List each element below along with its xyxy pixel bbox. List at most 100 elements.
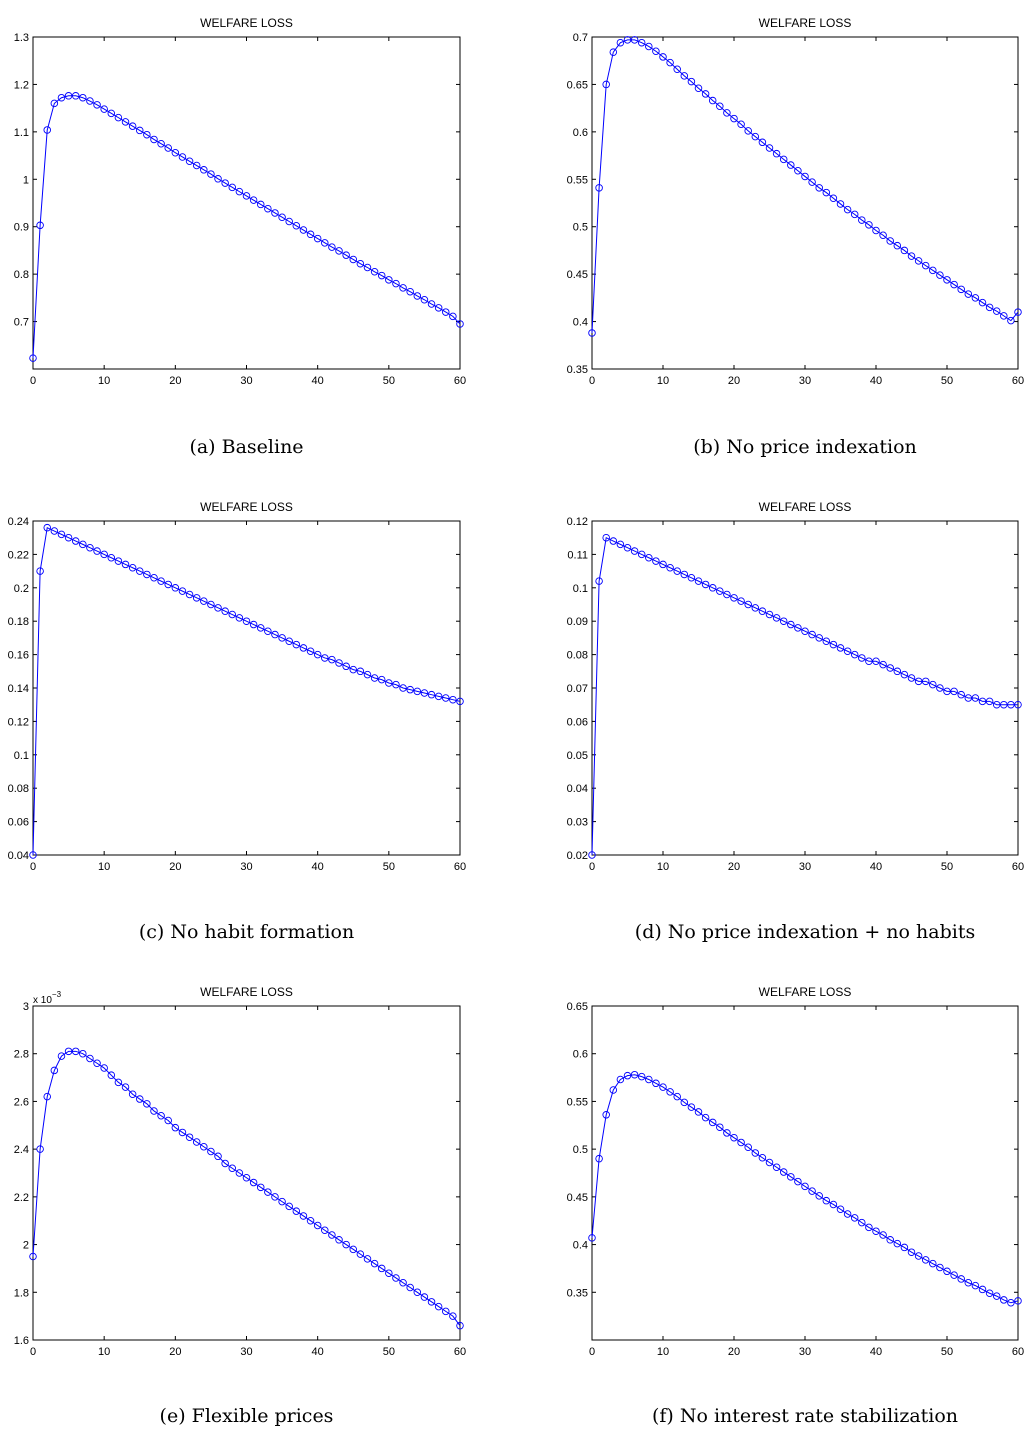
data-point	[595, 184, 603, 192]
data-point	[794, 1177, 802, 1186]
y-tick-label: 0.1	[14, 750, 29, 762]
data-point	[843, 205, 852, 214]
data-point	[79, 540, 87, 549]
data-point	[107, 553, 116, 562]
x-tick-label: 60	[1012, 861, 1024, 873]
data-point	[673, 567, 681, 575]
subfigure-caption-a: (a) Baseline	[189, 436, 303, 458]
data-point	[214, 175, 222, 183]
x-tick-label: 30	[799, 375, 811, 387]
y-tick-label: 0.5	[573, 222, 588, 234]
data-point	[370, 674, 379, 682]
y-tick-label: 0.65	[567, 1001, 588, 1013]
data-point	[449, 695, 457, 704]
data-point	[716, 587, 724, 595]
data-point	[171, 1123, 180, 1132]
y-tick-label: 0.65	[567, 79, 588, 91]
plot-frame	[32, 520, 461, 856]
data-point	[588, 851, 596, 859]
data-point	[100, 550, 108, 559]
data-point	[413, 292, 422, 300]
data-point	[1014, 308, 1022, 316]
data-point	[328, 655, 336, 664]
x-tick-label: 30	[799, 1346, 811, 1358]
x-tick-label: 20	[169, 1346, 181, 1358]
data-point	[893, 241, 902, 250]
data-point	[420, 689, 429, 697]
data-point	[815, 1192, 823, 1200]
data-point	[214, 1152, 222, 1161]
data-point	[249, 196, 258, 204]
data-point	[321, 654, 329, 662]
x-tick-label: 20	[728, 375, 740, 387]
data-point	[93, 1059, 101, 1068]
series-line	[591, 1074, 1019, 1304]
data-point	[442, 694, 450, 702]
chart-panel-c: WELFARE LOSS 0 10 20 30 40 50 60 0.04 0.06 0.08 0.1…	[8, 500, 467, 943]
data-point	[328, 1231, 336, 1239]
plot-frame	[32, 36, 461, 370]
data-point	[914, 257, 923, 265]
data-point	[349, 665, 358, 674]
subfigure-caption-f: (f) No interest rate stabilization	[652, 1405, 958, 1427]
data-point	[723, 1129, 731, 1137]
data-point	[313, 650, 322, 659]
data-point	[335, 1236, 343, 1244]
data-point	[659, 1083, 667, 1091]
data-point	[285, 637, 293, 645]
data-point	[157, 1111, 165, 1120]
data-point	[616, 1075, 625, 1084]
data-point	[370, 268, 379, 276]
data-point	[335, 659, 343, 667]
data-point	[630, 36, 639, 44]
data-point	[808, 630, 816, 639]
data-point	[957, 690, 965, 699]
data-point	[943, 687, 951, 696]
data-point	[434, 304, 443, 312]
data-point	[135, 567, 144, 575]
data-point	[694, 84, 703, 92]
data-point	[772, 149, 781, 158]
y-tick-label: 0.14	[8, 683, 29, 695]
y-tick-label: 2	[23, 1240, 29, 1252]
data-point	[822, 637, 831, 645]
y-tick-label: 0.8	[14, 269, 29, 281]
y-tick-label: 0.22	[8, 549, 29, 561]
data-point	[377, 1264, 386, 1273]
data-point	[299, 644, 308, 652]
data-point	[858, 1218, 866, 1227]
series-line	[591, 39, 1019, 333]
data-point	[356, 259, 365, 268]
data-point	[992, 700, 1001, 709]
data-point	[121, 1083, 130, 1091]
data-point	[694, 577, 703, 585]
subfigure-caption-b: (b) No price indexation	[693, 436, 917, 458]
data-point	[413, 1288, 422, 1297]
chart-title: WELFARE LOSS	[200, 985, 293, 999]
y-tick-label: 0.08	[567, 650, 588, 662]
y-tick-label: 0.35	[567, 1287, 588, 1299]
data-point	[914, 677, 923, 686]
data-point	[936, 684, 944, 692]
x-tick-label: 40	[870, 861, 882, 873]
series-line	[32, 526, 461, 856]
data-point	[907, 1248, 916, 1256]
data-point	[164, 580, 172, 589]
data-point	[392, 279, 400, 288]
data-point	[680, 72, 689, 80]
y-tick-label: 0.12	[567, 516, 588, 528]
data-point	[971, 1281, 980, 1290]
data-point	[278, 634, 286, 642]
data-point	[413, 687, 422, 696]
data-point	[100, 105, 108, 113]
x-tick-label: 60	[454, 861, 466, 873]
data-point	[385, 276, 393, 284]
data-point	[299, 226, 308, 234]
x-tick-label: 10	[98, 861, 110, 873]
data-point	[29, 354, 37, 362]
y-tick-label: 0.02	[567, 850, 588, 862]
data-point	[185, 157, 194, 166]
data-point	[637, 1072, 646, 1081]
data-point	[256, 200, 265, 209]
y-tick-label: 1.8	[14, 1287, 29, 1299]
